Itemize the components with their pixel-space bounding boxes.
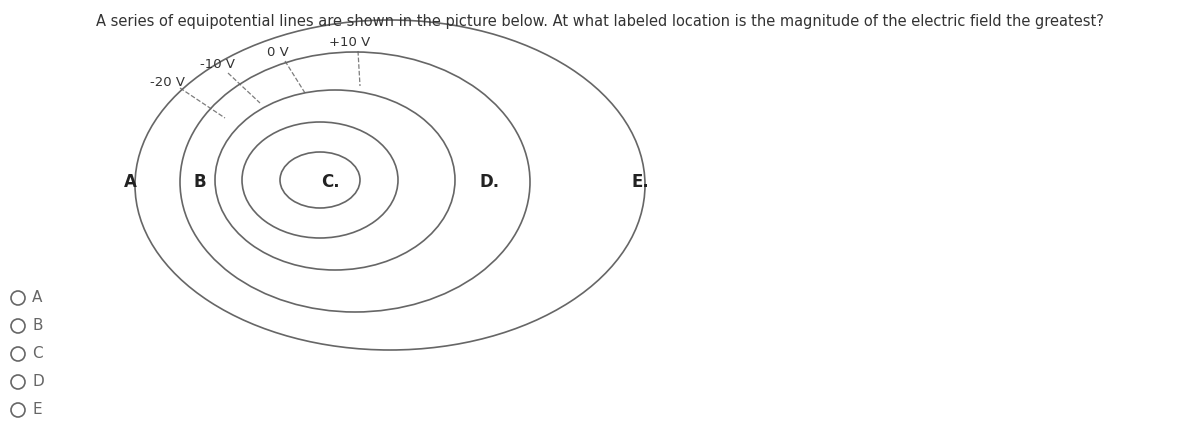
Text: E: E xyxy=(32,403,42,418)
Text: -10 V: -10 V xyxy=(200,58,235,72)
Text: A: A xyxy=(124,173,137,191)
Text: B: B xyxy=(193,173,206,191)
Text: +10 V: +10 V xyxy=(329,37,371,50)
Text: C: C xyxy=(32,347,43,362)
Text: D.: D. xyxy=(480,173,500,191)
Text: E.: E. xyxy=(631,173,649,191)
Text: 0 V: 0 V xyxy=(268,46,289,60)
Text: C.: C. xyxy=(320,173,340,191)
Text: D: D xyxy=(32,374,43,389)
Text: A series of equipotential lines are shown in the picture below. At what labeled : A series of equipotential lines are show… xyxy=(96,14,1104,29)
Text: A: A xyxy=(32,290,42,305)
Text: -20 V: -20 V xyxy=(150,76,186,88)
Text: B: B xyxy=(32,319,42,334)
